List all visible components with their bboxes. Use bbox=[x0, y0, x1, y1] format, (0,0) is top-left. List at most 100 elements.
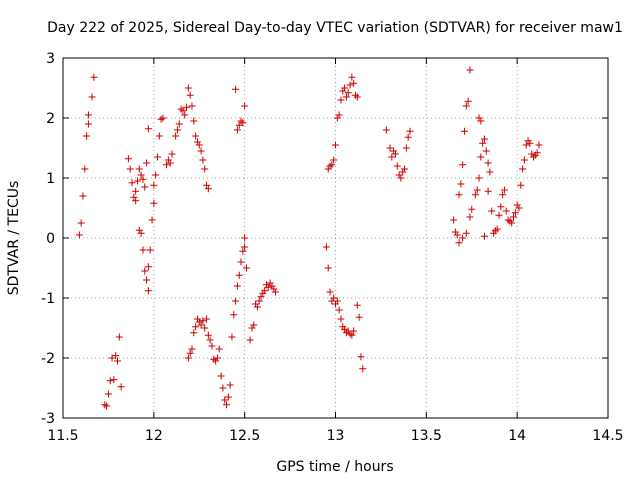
data-point bbox=[193, 138, 201, 146]
x-tick-label: 12.5 bbox=[229, 428, 260, 444]
data-point bbox=[455, 191, 463, 199]
data-point bbox=[462, 229, 470, 237]
data-point bbox=[241, 243, 249, 251]
x-tick-label: 12 bbox=[145, 428, 163, 444]
data-point bbox=[188, 102, 196, 110]
data-point bbox=[103, 402, 111, 410]
data-point bbox=[144, 125, 152, 133]
data-point bbox=[179, 107, 187, 115]
data-point bbox=[272, 288, 280, 296]
data-point bbox=[326, 288, 334, 296]
data-point bbox=[181, 111, 189, 119]
data-point bbox=[186, 91, 194, 99]
data-point bbox=[484, 187, 492, 195]
data-point bbox=[497, 203, 505, 211]
data-point bbox=[172, 132, 180, 140]
data-point bbox=[346, 81, 354, 89]
data-point bbox=[124, 155, 132, 163]
data-point bbox=[335, 111, 343, 119]
data-point bbox=[132, 187, 140, 195]
data-point bbox=[201, 165, 209, 173]
data-point bbox=[190, 117, 198, 125]
data-point bbox=[192, 132, 200, 140]
x-tick-label: 14.5 bbox=[592, 428, 623, 444]
data-point bbox=[391, 150, 399, 158]
x-tick-label: 13.5 bbox=[411, 428, 442, 444]
data-point bbox=[255, 297, 263, 305]
data-point bbox=[235, 121, 243, 129]
data-point bbox=[75, 231, 83, 239]
data-point bbox=[101, 401, 109, 409]
data-point bbox=[153, 153, 161, 161]
chart-title: Day 222 of 2025, Sidereal Day-to-day VTE… bbox=[47, 20, 623, 36]
data-point bbox=[208, 342, 216, 350]
data-point bbox=[250, 321, 258, 329]
data-point bbox=[264, 283, 272, 291]
data-point bbox=[401, 165, 409, 173]
data-point bbox=[399, 168, 407, 176]
data-point bbox=[357, 353, 365, 361]
data-point bbox=[224, 393, 232, 401]
data-point bbox=[344, 89, 352, 97]
data-point bbox=[339, 87, 347, 95]
data-point bbox=[406, 127, 414, 135]
data-point bbox=[515, 204, 523, 212]
data-point bbox=[106, 377, 114, 385]
data-point bbox=[471, 191, 479, 199]
y-tick-label: -1 bbox=[41, 291, 55, 307]
data-point bbox=[333, 297, 341, 305]
data-point bbox=[195, 141, 203, 149]
data-point bbox=[177, 105, 185, 113]
data-point bbox=[508, 219, 516, 227]
data-point bbox=[84, 111, 92, 119]
data-point bbox=[132, 197, 140, 205]
data-point bbox=[468, 205, 476, 213]
data-point bbox=[235, 271, 243, 279]
data-point bbox=[206, 336, 214, 344]
y-tick-label: 2 bbox=[46, 111, 55, 127]
data-point bbox=[137, 171, 145, 179]
data-point bbox=[526, 139, 534, 147]
data-point bbox=[253, 303, 261, 311]
y-axis-label: SDTVAR / TECUs bbox=[6, 181, 22, 296]
data-point bbox=[117, 383, 125, 391]
data-point bbox=[252, 300, 260, 308]
data-point bbox=[455, 239, 463, 247]
data-point bbox=[466, 66, 474, 74]
x-tick-label: 13 bbox=[327, 428, 345, 444]
data-point bbox=[337, 96, 345, 104]
data-point bbox=[141, 183, 149, 191]
data-point bbox=[199, 317, 207, 325]
data-point bbox=[459, 161, 467, 169]
data-point bbox=[128, 179, 136, 187]
data-point bbox=[108, 354, 116, 362]
data-point bbox=[110, 376, 118, 384]
data-point bbox=[500, 186, 508, 194]
y-tick-label: 1 bbox=[46, 171, 55, 187]
data-point bbox=[504, 216, 512, 224]
data-point bbox=[135, 165, 143, 173]
data-point bbox=[148, 216, 156, 224]
data-point bbox=[502, 207, 510, 215]
data-point bbox=[522, 141, 530, 149]
data-point bbox=[350, 327, 358, 335]
data-point bbox=[402, 144, 410, 152]
data-point bbox=[146, 246, 154, 254]
data-point bbox=[350, 79, 358, 87]
data-point bbox=[393, 162, 401, 170]
data-point bbox=[184, 354, 192, 362]
data-point bbox=[188, 345, 196, 353]
data-point bbox=[219, 384, 227, 392]
data-point bbox=[143, 159, 151, 167]
data-point bbox=[388, 153, 396, 161]
data-point bbox=[163, 161, 171, 169]
data-point bbox=[237, 258, 245, 266]
data-point bbox=[332, 300, 339, 308]
data-point bbox=[88, 93, 96, 101]
data-point bbox=[166, 159, 174, 167]
data-point bbox=[528, 150, 536, 158]
data-point bbox=[221, 396, 229, 404]
data-point bbox=[451, 228, 459, 236]
data-point bbox=[477, 153, 485, 161]
